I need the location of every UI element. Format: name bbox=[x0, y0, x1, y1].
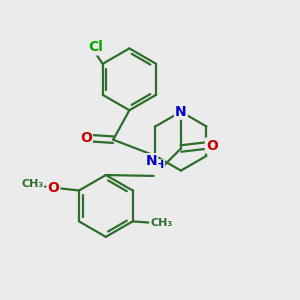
Text: N: N bbox=[146, 154, 157, 168]
Text: O: O bbox=[206, 139, 218, 153]
Text: Cl: Cl bbox=[88, 40, 103, 54]
Text: H: H bbox=[155, 160, 164, 170]
Text: O: O bbox=[80, 131, 92, 145]
Text: O: O bbox=[47, 181, 59, 195]
Text: CH₃: CH₃ bbox=[21, 179, 44, 189]
Text: N: N bbox=[175, 105, 187, 119]
Text: CH₃: CH₃ bbox=[150, 218, 172, 228]
